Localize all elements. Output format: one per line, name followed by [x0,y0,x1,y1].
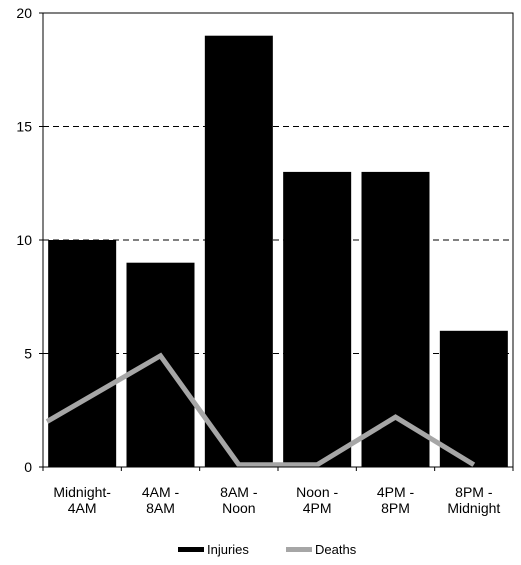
bar-injuries [205,36,273,467]
legend: Injuries Deaths [178,542,357,557]
y-tick-label: 20 [16,5,32,21]
y-tick-label: 0 [24,459,32,475]
legend-label: Deaths [315,542,357,557]
bar-injuries [440,331,508,467]
legend-label: Injuries [207,542,249,557]
x-tick-label: 4AM [68,500,97,516]
y-tick-label: 10 [16,232,32,248]
x-tick-label: 8AM [146,500,175,516]
x-tick-label: Midnight [447,500,500,516]
x-tick-label: 4PM - [377,484,415,500]
injuries-bars [48,36,508,467]
y-tick-label: 5 [24,346,32,362]
legend-swatch [178,547,204,552]
x-tick-label: Noon [222,500,255,516]
bar-injuries [283,172,351,467]
x-tick-label: Midnight- [53,484,111,500]
bar-injuries [48,240,116,467]
x-tick-label: 8PM - [455,484,493,500]
bar-injuries [127,263,195,467]
x-axis-ticks: Midnight-4AM 4AM -8AM 8AM -Noon Noon -4PM 4P… [43,467,513,516]
bar-injuries [362,172,430,467]
x-tick-label: 8PM [381,500,410,516]
x-tick-label: 4AM - [142,484,180,500]
x-tick-label: 8AM - [220,484,258,500]
y-tick-label: 15 [16,119,32,135]
x-tick-label: 4PM [303,500,332,516]
x-tick-label: Noon - [296,484,338,500]
y-axis-ticks: 0 5 10 15 20 [16,5,43,475]
legend-swatch [286,547,312,552]
